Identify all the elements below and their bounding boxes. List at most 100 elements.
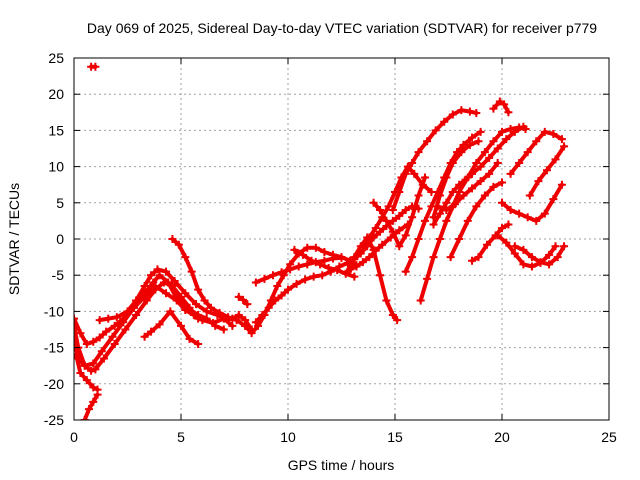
data-point (502, 238, 511, 247)
data-point (376, 206, 385, 215)
data-point (110, 339, 119, 348)
data-point (423, 274, 432, 283)
data-point (450, 200, 459, 209)
data-point (395, 187, 404, 196)
data-point (346, 265, 355, 274)
data-point (76, 329, 85, 338)
data-point (333, 266, 342, 275)
data-point (177, 321, 185, 330)
data-series (446, 178, 506, 262)
data-point (147, 327, 156, 336)
data-point (311, 243, 320, 252)
data-point (181, 289, 190, 298)
data-point (540, 209, 549, 218)
data-point (260, 274, 269, 283)
data-point (241, 321, 250, 330)
data-point (301, 275, 310, 284)
data-point (545, 260, 554, 269)
data-point (401, 267, 410, 276)
data-point (194, 285, 203, 294)
data-point (510, 242, 519, 251)
data-point (468, 133, 477, 142)
data-series (80, 390, 102, 420)
data-series (343, 233, 402, 325)
data-point (187, 267, 196, 276)
data-point (420, 173, 429, 182)
data-point (97, 347, 106, 356)
data-point (170, 276, 179, 285)
data-point (433, 202, 442, 211)
data-point (269, 271, 278, 280)
data-point (84, 405, 93, 414)
data-point (112, 313, 121, 322)
data-point (493, 158, 502, 167)
data-point (448, 187, 457, 196)
data-point (549, 130, 558, 139)
data-point (442, 198, 451, 207)
data-point (560, 142, 569, 151)
data-point (191, 300, 200, 309)
data-point (457, 106, 466, 115)
data-point (316, 260, 325, 269)
y-axis-title: SDTVAR / TECUs (6, 183, 22, 295)
data-point (498, 127, 506, 136)
data-point (532, 137, 541, 146)
data-point (545, 250, 554, 259)
data-point (480, 148, 489, 157)
data-point (506, 169, 515, 178)
data-point (393, 316, 402, 325)
data-point (457, 148, 466, 157)
data-point (408, 253, 417, 262)
data-point (557, 180, 566, 189)
data-point (95, 316, 104, 325)
y-tick-label: 5 (56, 195, 64, 211)
data-point (172, 294, 181, 303)
data-point (151, 285, 160, 294)
data-point (446, 253, 455, 262)
data-point (140, 282, 149, 291)
data-point (442, 173, 451, 182)
data-point (483, 240, 492, 249)
data-point (153, 265, 162, 274)
data-point (123, 307, 132, 316)
data-point (371, 246, 380, 255)
data-point (303, 243, 312, 252)
data-point (352, 262, 361, 271)
data-point (91, 62, 100, 71)
data-point (202, 307, 211, 316)
data-point (553, 253, 562, 262)
data-point (290, 245, 299, 254)
data-point (337, 253, 346, 262)
data-series (234, 292, 252, 309)
data-point (416, 296, 425, 305)
series-line (243, 245, 359, 336)
data-point (519, 260, 528, 269)
data-point (506, 124, 515, 133)
data-point (194, 314, 203, 323)
data-point (177, 292, 185, 301)
data-point (162, 289, 171, 298)
data-point (382, 216, 391, 225)
x-tick-label: 0 (70, 429, 78, 445)
data-point (395, 226, 404, 235)
data-point (376, 227, 385, 236)
data-point (498, 178, 506, 187)
data-point (523, 213, 532, 222)
data-point (251, 278, 260, 287)
data-point (489, 137, 498, 146)
data-point (510, 249, 519, 258)
data-point (324, 263, 333, 272)
data-point (435, 191, 444, 200)
data-point (140, 332, 149, 341)
x-axis-title: GPS time / hours (288, 457, 395, 473)
data-point (461, 175, 470, 184)
data-point (540, 127, 549, 136)
data-point (376, 271, 385, 280)
data-series (525, 142, 569, 200)
grid-lines (74, 58, 609, 420)
data-point (476, 127, 485, 136)
data-point (493, 231, 502, 240)
data-point (155, 320, 164, 329)
data-point (132, 296, 141, 305)
data-point (89, 383, 98, 392)
